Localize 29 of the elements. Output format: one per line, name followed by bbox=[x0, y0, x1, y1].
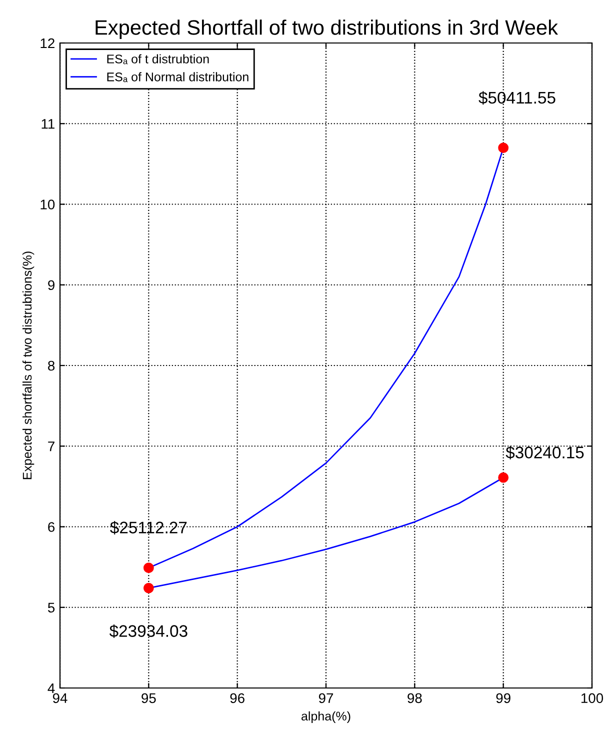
y-tick-label: 7 bbox=[48, 442, 54, 452]
x-tick-label: 100 bbox=[581, 693, 604, 704]
x-tick-label: 94 bbox=[52, 693, 68, 704]
annotation: $30240.15 bbox=[506, 446, 584, 460]
x-axis-title: alpha(%) bbox=[302, 711, 350, 724]
y-tick-label: 6 bbox=[48, 522, 55, 532]
y-tick-label: 12 bbox=[40, 38, 54, 48]
x-tick-label: 97 bbox=[318, 693, 334, 704]
y-tick-label: 5 bbox=[48, 602, 55, 613]
x-tick-label: 95 bbox=[142, 693, 156, 704]
y-tick-label: 9 bbox=[48, 280, 54, 290]
legend-label: ESₐ of Normal distribution bbox=[107, 72, 248, 82]
x-tick-label: 99 bbox=[496, 693, 510, 704]
point bbox=[498, 142, 509, 154]
y-tick-label: 4 bbox=[48, 683, 55, 694]
x-tick-label: 96 bbox=[230, 693, 244, 704]
chart-title: Expected Shortfall of two distributions in 3rd Week bbox=[96, 20, 558, 39]
point bbox=[143, 582, 154, 594]
y-tick-label: 10 bbox=[40, 200, 55, 210]
annotation: $23934.03 bbox=[109, 624, 188, 638]
annotation: $25112.27 bbox=[110, 520, 187, 534]
annotation: $50411.55 bbox=[478, 91, 556, 105]
point bbox=[498, 472, 509, 483]
y-tick-label: 8 bbox=[48, 360, 55, 371]
x-tick-label: 98 bbox=[408, 693, 422, 704]
y-tick-label: 11 bbox=[42, 119, 54, 129]
point bbox=[143, 562, 154, 574]
y-axis-title: Expected shortfalls of two distrubtions(%) bbox=[22, 252, 34, 480]
legend-label: ESₐ of t distrubtion bbox=[107, 54, 209, 64]
